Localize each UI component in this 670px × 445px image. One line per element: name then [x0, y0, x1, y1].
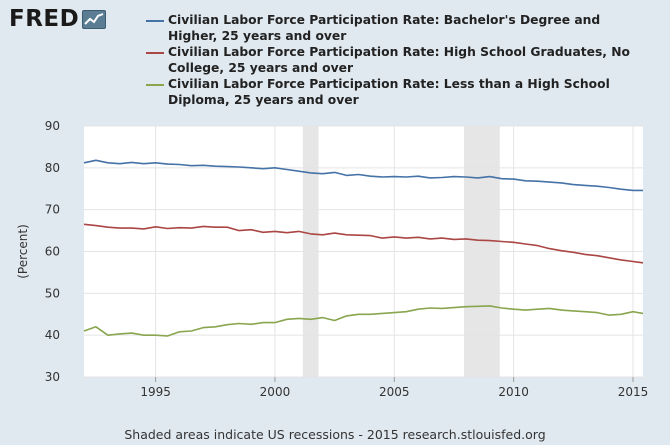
- y-tick-label: 90: [45, 119, 60, 133]
- legend-item-bachelors: Civilian Labor Force Participation Rate:…: [146, 12, 646, 44]
- x-tick-label: 2005: [379, 385, 410, 399]
- y-tick-label: 50: [45, 286, 60, 300]
- legend-label-less-than-hs: Civilian Labor Force Participation Rate:…: [168, 77, 610, 107]
- series-line-2: [83, 305, 644, 337]
- x-tick-label: 2015: [618, 385, 649, 399]
- y-tick-label: 30: [45, 370, 60, 384]
- legend-swatch-less-than-hs: [146, 84, 164, 86]
- y-tick-label: 70: [45, 203, 60, 217]
- legend-swatch-high-school: [146, 52, 164, 54]
- x-tick-label: 1995: [140, 385, 171, 399]
- series-line-0: [83, 159, 643, 192]
- legend-swatch-bachelors: [146, 20, 164, 22]
- legend-item-less-than-hs: Civilian Labor Force Participation Rate:…: [146, 76, 646, 108]
- y-axis-label: (Percent): [16, 224, 30, 279]
- y-tick-label: 40: [45, 328, 60, 342]
- x-tick-label: 2010: [498, 385, 529, 399]
- legend-label-high-school: Civilian Labor Force Participation Rate:…: [168, 45, 630, 75]
- chart-line-icon: [82, 9, 107, 29]
- chart-footer: Shaded areas indicate US recessions - 20…: [124, 427, 546, 442]
- y-tick-label: 60: [45, 245, 60, 259]
- chart-legend: Civilian Labor Force Participation Rate:…: [146, 12, 646, 108]
- legend-item-high-school: Civilian Labor Force Participation Rate:…: [146, 44, 646, 76]
- logo-text: FRED: [9, 6, 80, 32]
- fred-logo[interactable]: FRED: [9, 6, 107, 32]
- series-line-1: [83, 223, 644, 264]
- legend-label-bachelors: Civilian Labor Force Participation Rate:…: [168, 13, 601, 43]
- x-tick-label: 2000: [260, 385, 291, 399]
- y-tick-label: 80: [45, 161, 60, 175]
